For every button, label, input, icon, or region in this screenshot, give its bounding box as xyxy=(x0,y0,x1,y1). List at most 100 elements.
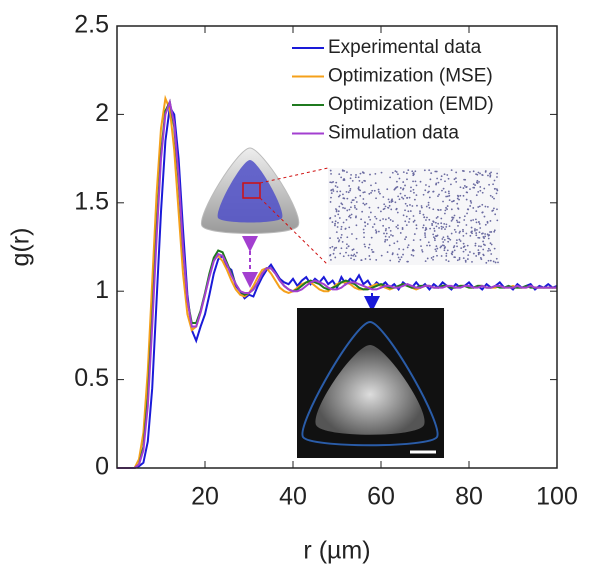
dot xyxy=(479,227,482,229)
dot xyxy=(472,170,475,173)
dot xyxy=(407,244,410,247)
dot xyxy=(453,214,456,217)
dot xyxy=(340,228,343,230)
dot xyxy=(342,197,345,200)
dot xyxy=(404,184,406,187)
dot xyxy=(401,196,403,199)
dot xyxy=(397,227,399,230)
dot xyxy=(440,255,443,257)
dot xyxy=(338,239,341,242)
dot xyxy=(462,234,465,237)
dot xyxy=(393,188,396,191)
dot xyxy=(411,205,414,207)
dot xyxy=(336,226,339,228)
dot xyxy=(474,242,477,245)
dot xyxy=(486,205,489,208)
dot xyxy=(340,225,343,228)
dot xyxy=(334,215,337,217)
y-tick-label: 2.5 xyxy=(74,11,109,39)
dot xyxy=(457,195,460,198)
dot xyxy=(478,245,480,248)
dot xyxy=(368,206,371,209)
dot xyxy=(439,209,442,211)
dot xyxy=(495,192,498,195)
dot xyxy=(429,227,432,230)
dot xyxy=(363,236,365,239)
dot xyxy=(464,261,467,263)
dot xyxy=(390,234,392,236)
dot xyxy=(446,235,449,238)
dot xyxy=(459,194,462,197)
dot xyxy=(437,222,440,225)
dot xyxy=(340,236,342,239)
dot xyxy=(477,249,480,252)
dot xyxy=(334,222,336,225)
dot xyxy=(428,185,431,188)
dot xyxy=(362,198,365,200)
dot xyxy=(329,246,332,249)
dot xyxy=(465,186,468,189)
dot xyxy=(334,185,337,187)
dot xyxy=(396,253,399,256)
dot xyxy=(338,217,341,219)
dot xyxy=(330,192,333,194)
dot xyxy=(440,227,443,230)
dot xyxy=(336,186,339,188)
dot xyxy=(428,218,431,221)
dot xyxy=(331,245,334,248)
dot xyxy=(402,214,405,217)
dot xyxy=(384,240,386,243)
dot xyxy=(373,189,376,192)
dot xyxy=(419,180,422,183)
dot xyxy=(429,178,432,181)
dot xyxy=(440,217,443,220)
dot xyxy=(412,220,415,223)
dot xyxy=(348,208,351,211)
dot xyxy=(451,200,453,203)
dot xyxy=(369,218,372,221)
dot xyxy=(350,257,352,260)
dot xyxy=(445,223,448,226)
dot xyxy=(475,232,478,234)
dot xyxy=(335,181,338,184)
dot xyxy=(445,255,448,257)
dot xyxy=(375,197,377,200)
dot xyxy=(334,224,336,227)
dot xyxy=(398,177,401,180)
dot xyxy=(416,204,418,207)
dot xyxy=(399,187,402,189)
dot xyxy=(390,201,393,203)
dot xyxy=(352,248,355,251)
dot xyxy=(469,188,471,191)
dot xyxy=(397,195,400,198)
dot xyxy=(475,210,478,213)
dot xyxy=(492,183,494,186)
dot xyxy=(337,213,340,216)
dot xyxy=(435,170,438,173)
dot xyxy=(389,219,392,221)
dot xyxy=(346,209,349,212)
series-line xyxy=(117,98,557,469)
dot xyxy=(474,184,477,187)
dot xyxy=(414,170,417,173)
dot xyxy=(362,228,365,231)
dot xyxy=(483,187,486,190)
dot xyxy=(475,255,478,257)
dot xyxy=(444,209,447,212)
dot xyxy=(451,253,454,256)
dot xyxy=(477,221,480,223)
dot xyxy=(412,174,415,177)
dot xyxy=(334,220,337,223)
dot xyxy=(476,229,478,231)
dot xyxy=(478,205,481,208)
dot xyxy=(355,215,357,218)
dot xyxy=(485,261,488,264)
dot xyxy=(448,199,451,202)
dot xyxy=(484,205,487,208)
dot xyxy=(409,190,412,192)
dot xyxy=(442,236,445,239)
dot xyxy=(396,240,399,243)
dot xyxy=(409,210,412,212)
dot xyxy=(494,187,496,190)
dot xyxy=(432,233,435,236)
